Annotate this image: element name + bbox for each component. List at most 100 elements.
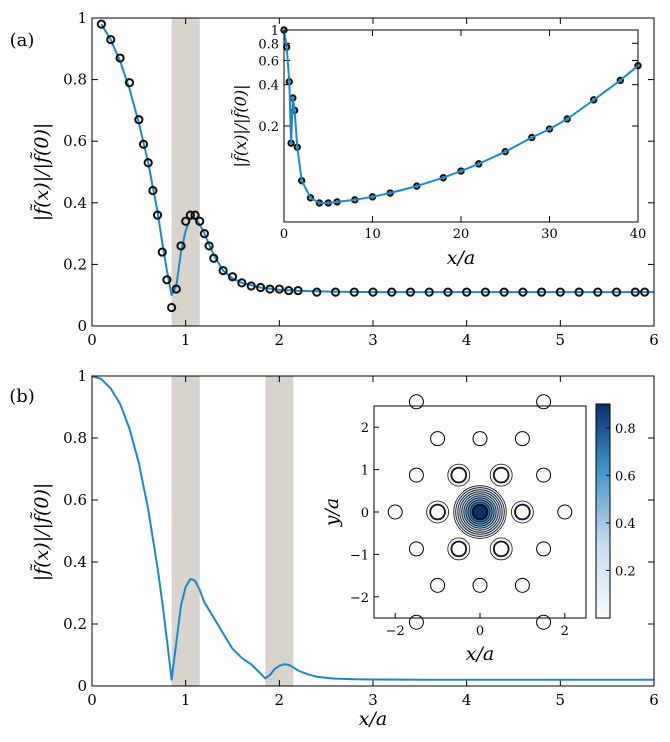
rod-circle <box>408 614 424 630</box>
axes-frame <box>283 29 639 223</box>
y-tick-label: 0 <box>77 317 87 335</box>
data-point <box>284 285 294 296</box>
heatmap-frame <box>373 405 587 619</box>
data-point <box>157 247 167 257</box>
rod-circle <box>536 394 552 410</box>
rod-circle <box>387 504 403 520</box>
rod-circle <box>514 431 530 447</box>
data-point <box>152 210 163 220</box>
rod-circle <box>493 467 509 483</box>
data-point <box>537 287 547 297</box>
data-point <box>204 241 214 251</box>
x-tick-label: 2 <box>561 624 569 639</box>
panel-b_main: 0 1 2 3 4 5 6 0 0.2 0.4 0.6 0.8 1 <box>63 367 659 709</box>
colorbar <box>595 403 611 619</box>
data-point <box>462 287 472 297</box>
band-2 <box>265 376 294 686</box>
data-point <box>293 285 303 296</box>
data-point <box>106 34 116 45</box>
center-peak <box>472 504 488 520</box>
band-1 <box>171 376 200 686</box>
y-axis-label-a: |f̃(x)|/|f̃(0)| <box>30 123 53 222</box>
series-line-1 <box>283 29 639 204</box>
x-axis-label-inset-a: x/a <box>447 247 475 269</box>
rod-circle <box>493 541 509 557</box>
data-point <box>181 216 191 226</box>
data-point <box>528 133 536 142</box>
panel-b_inset: −2 0 2 −2 −1 0 1 2 <box>350 394 587 639</box>
data-point <box>138 139 149 149</box>
x-tick-label: 0 <box>476 624 484 639</box>
data-point <box>518 287 528 297</box>
data-point <box>349 287 359 297</box>
y-tick-label: 1 <box>271 24 279 39</box>
data-point <box>162 275 172 285</box>
colorbar-tick-label: 0.8 <box>615 422 636 437</box>
data-point <box>176 241 186 251</box>
y-tick-label: 1 <box>361 464 369 479</box>
data-point <box>330 287 341 297</box>
axes-frame <box>91 17 655 327</box>
data-point <box>499 287 509 297</box>
data-point <box>134 115 144 125</box>
data-point <box>185 210 195 220</box>
y-tick-label: 0.8 <box>63 71 87 89</box>
rod-circle <box>408 467 424 483</box>
y-tick-label: 1 <box>77 367 87 385</box>
data-point <box>274 284 284 294</box>
y-axis-label-b: |f̃(x)|/|f̃(0)| <box>30 483 53 582</box>
y-tick-label: 0.6 <box>258 54 279 69</box>
data-point <box>167 302 177 313</box>
data-point <box>616 76 625 85</box>
data-point <box>124 78 135 88</box>
data-point <box>218 265 228 276</box>
data-point <box>256 282 266 293</box>
rod-circle <box>408 541 424 557</box>
x-tick-label: 3 <box>368 691 378 709</box>
data-point <box>148 185 158 196</box>
rod-circle <box>472 431 488 447</box>
x-tick-label: 30 <box>541 227 558 242</box>
data-point <box>115 53 125 63</box>
y-tick-label: 0 <box>361 506 369 521</box>
y-tick-label: 2 <box>361 421 369 436</box>
y-tick-label: 0.4 <box>258 79 279 94</box>
data-point <box>640 287 650 297</box>
series-line-1 <box>91 375 654 681</box>
rod-circle <box>557 504 573 520</box>
x-tick-label: 20 <box>453 227 470 242</box>
data-point <box>227 272 238 282</box>
data-point <box>246 281 256 291</box>
x-tick-label: 40 <box>630 227 647 242</box>
data-point <box>312 287 322 297</box>
x-tick-label: 1 <box>181 691 191 709</box>
y-tick-label: 0.8 <box>63 429 87 447</box>
y-axis-label-inset-a: |f̃(x)|/|f̃(0)| <box>231 85 250 168</box>
rod-circle <box>430 504 446 520</box>
rod-circle <box>514 577 530 593</box>
y-tick-label: 0.6 <box>63 132 87 150</box>
rod-circle <box>536 614 552 630</box>
y-tick-label: 0.8 <box>258 37 279 52</box>
data-point <box>563 115 571 123</box>
data-point <box>209 253 219 263</box>
x-tick-label: −2 <box>386 624 405 639</box>
axes-frame <box>91 375 655 687</box>
x-tick-label: 2 <box>275 331 285 349</box>
data-point <box>190 210 200 220</box>
rod-circle <box>430 431 446 447</box>
y-tick-label: 0.6 <box>63 491 87 509</box>
data-point <box>424 287 434 297</box>
panel-label-b: (b) <box>9 386 35 407</box>
x-axis-label-inset-b: x/a <box>466 643 494 665</box>
rod-circle <box>430 577 446 593</box>
y-axis-label-inset-b: y/a <box>321 498 343 527</box>
y-tick-label: −2 <box>350 591 369 606</box>
rod-circle <box>451 467 467 483</box>
data-point <box>443 287 453 297</box>
colorbar-tick-label: 0.4 <box>615 517 636 532</box>
y-tick-label: −1 <box>350 548 369 563</box>
panel-a_inset: 0 10 20 30 40 0.2 0.4 0.6 0.81 <box>258 24 646 242</box>
colorbar-tick-label: 0.2 <box>615 564 636 579</box>
